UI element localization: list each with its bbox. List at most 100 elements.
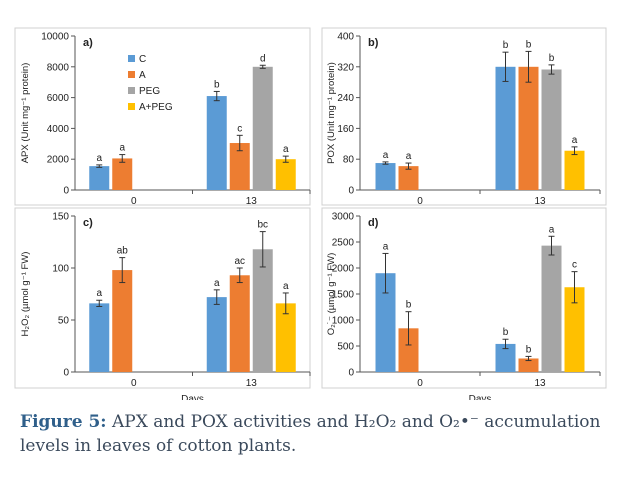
bar-peg: [541, 69, 562, 190]
y-axis-label: APX (Unit mg⁻¹ protein): [20, 63, 31, 164]
significance-letter: ac: [234, 256, 245, 267]
y-axis-label: H₂O₂ (µmol g⁻¹ FW): [20, 252, 31, 337]
panel-frame: [14, 207, 311, 389]
bar-a: [229, 275, 250, 372]
bar-a: [398, 166, 419, 190]
significance-letter: a: [96, 288, 102, 299]
y-tick-label: 0: [348, 368, 354, 379]
y-tick-label: 100: [52, 264, 69, 275]
y-tick-label: 4000: [47, 124, 70, 135]
significance-letter: a: [283, 281, 289, 292]
y-tick-label: 0: [63, 368, 69, 379]
y-tick-label: 2000: [332, 264, 355, 275]
significance-letter: a: [549, 224, 555, 235]
bar-c: [375, 163, 396, 190]
legend-swatch: [128, 55, 135, 62]
bar-a-peg: [564, 287, 585, 372]
x-tick-label: 0: [417, 378, 423, 389]
y-tick-label: 1000: [332, 316, 355, 327]
chart-panel-3: 0 500 1000 1500 2000 2500 3000 O₂˙⁻ (µmol g⁻¹ F…: [321, 207, 607, 400]
y-tick-label: 150: [52, 212, 69, 223]
y-axis-label: O₂˙⁻ (µmol g⁻¹ FW): [326, 253, 337, 336]
panel-label: d): [368, 217, 379, 229]
y-tick-label: 50: [58, 316, 70, 327]
significance-letter: ab: [117, 246, 129, 257]
x-tick-label: 0: [131, 196, 137, 207]
legend-swatch: [128, 103, 135, 110]
bar-a: [398, 328, 419, 372]
significance-letter: b: [526, 39, 532, 50]
bar-c: [206, 297, 227, 372]
bar-peg: [252, 66, 273, 190]
bar-a-peg: [564, 150, 585, 190]
panel-frame: [14, 27, 311, 206]
significance-letter: c: [237, 123, 242, 134]
bar-a-peg: [275, 159, 296, 190]
bar-c: [89, 303, 110, 372]
panel-label: a): [83, 37, 93, 49]
significance-letter: d: [260, 53, 266, 64]
y-tick-label: 500: [337, 342, 354, 353]
y-axis-label: POX (Unit mg⁻¹ protein): [326, 62, 337, 164]
bar-c: [495, 343, 516, 372]
x-tick-label: 0: [131, 378, 137, 389]
significance-letter: a: [572, 135, 578, 146]
figure-caption: Figure 5: APX and POX activities and H₂O…: [20, 410, 610, 458]
legend-label: A+PEG: [139, 102, 173, 113]
y-tick-label: 0: [348, 186, 354, 197]
panel-frame: [321, 207, 607, 389]
y-tick-label: 240: [337, 93, 354, 104]
panel-label: b): [368, 37, 379, 49]
legend-label: C: [139, 54, 146, 65]
bar-a: [229, 143, 250, 190]
significance-letter: a: [283, 144, 289, 155]
x-tick-label: 13: [246, 196, 258, 207]
y-tick-label: 400: [337, 32, 354, 43]
significance-letter: b: [549, 53, 555, 64]
y-tick-label: 8000: [47, 62, 70, 73]
legend-label: A: [139, 70, 146, 81]
bar-c: [89, 166, 110, 190]
significance-letter: b: [526, 344, 532, 355]
y-tick-label: 2000: [47, 155, 70, 166]
caption-text: APX and POX activities and H₂O₂ and O₂•⁻…: [20, 412, 601, 456]
significance-letter: a: [214, 278, 220, 289]
significance-letter: a: [383, 241, 389, 252]
caption-label: Figure 5:: [20, 412, 107, 432]
bar-peg: [252, 249, 273, 372]
significance-letter: a: [383, 150, 389, 161]
significance-letter: a: [119, 143, 125, 154]
significance-letter: c: [572, 260, 577, 271]
y-tick-label: 2500: [332, 238, 355, 249]
y-tick-label: 1500: [332, 290, 355, 301]
x-tick-label: 13: [534, 196, 546, 207]
y-tick-label: 0: [63, 186, 69, 197]
x-axis-label: Days: [181, 394, 204, 400]
bar-a: [112, 158, 133, 190]
y-tick-label: 10000: [41, 32, 69, 43]
significance-letter: bc: [257, 220, 268, 231]
bar-c: [375, 273, 396, 372]
y-tick-label: 6000: [47, 93, 70, 104]
chart-panel-1: 0 80 160 240 320 400 POX (Unit mg⁻¹ protein) b)…: [321, 27, 607, 207]
y-tick-label: 160: [337, 124, 354, 135]
y-tick-label: 3000: [332, 212, 355, 223]
x-axis-label: Days: [469, 394, 492, 400]
bar-a-peg: [275, 303, 296, 372]
panel-label: c): [83, 217, 93, 229]
significance-letter: a: [406, 151, 412, 162]
significance-letter: a: [96, 153, 102, 164]
y-tick-label: 320: [337, 62, 354, 73]
bar-c: [206, 96, 227, 190]
bar-c: [495, 66, 516, 190]
legend-swatch: [128, 87, 135, 94]
bar-a: [518, 66, 539, 190]
x-tick-label: 13: [246, 378, 258, 389]
bar-a: [518, 358, 539, 372]
panel-frame: [321, 27, 607, 206]
legend-swatch: [128, 71, 135, 78]
x-tick-label: 0: [417, 196, 423, 207]
significance-letter: b: [406, 300, 412, 311]
bar-a: [112, 270, 133, 372]
